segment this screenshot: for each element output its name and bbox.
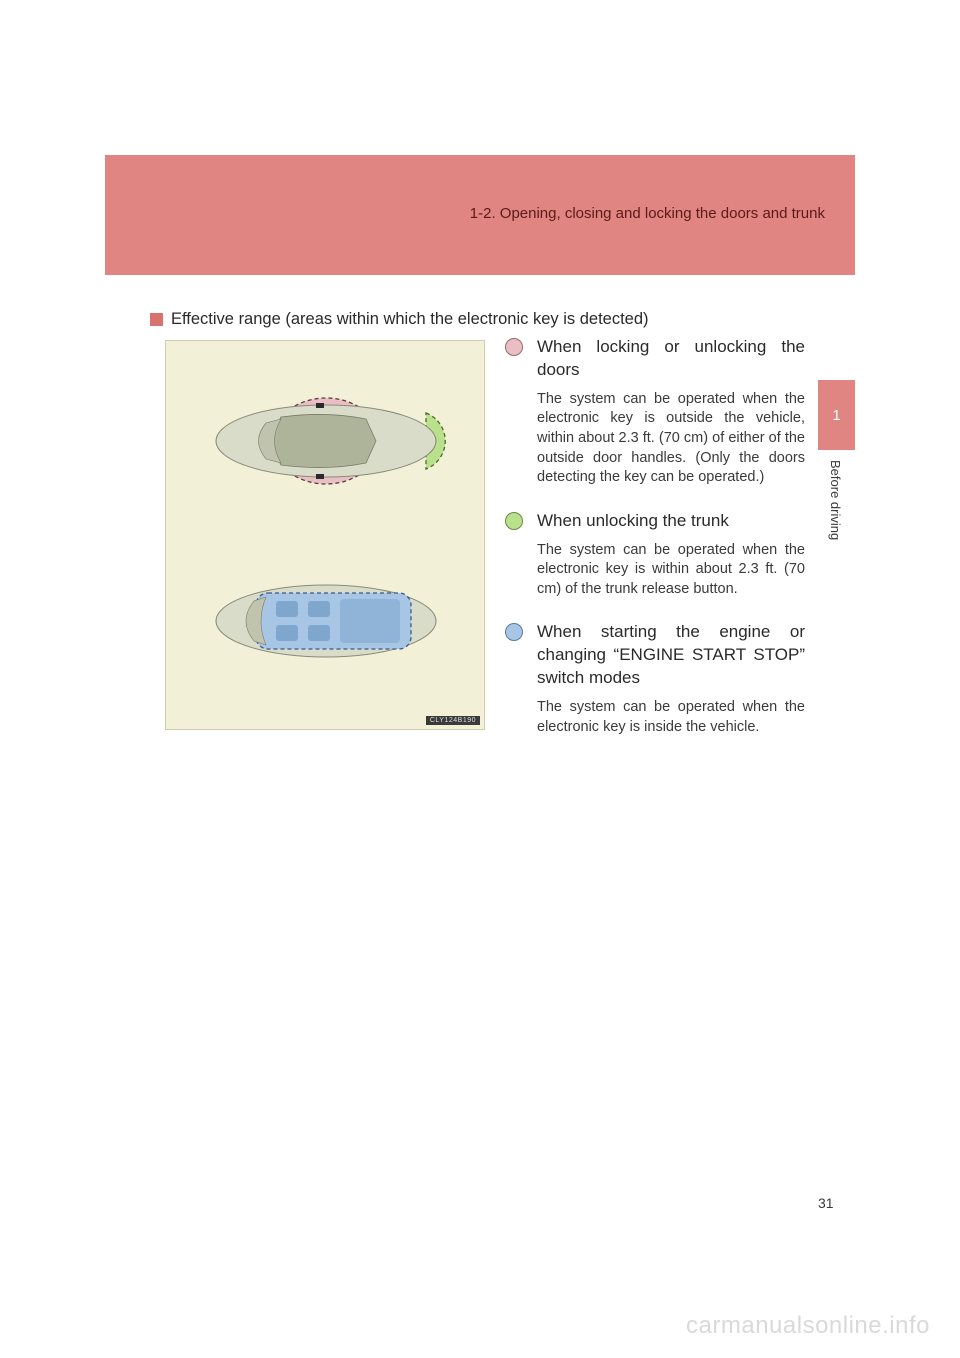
item-body: When starting the engine or changing “EN…	[537, 621, 805, 751]
seat-fl	[276, 601, 298, 617]
blue-dot-icon	[505, 623, 523, 641]
car-top-doors	[216, 398, 445, 484]
watermark: carmanualsonline.info	[0, 1312, 960, 1340]
seat-rr	[308, 625, 330, 641]
item-desc: The system can be operated when the elec…	[537, 698, 805, 737]
page-number: 31	[818, 1195, 834, 1211]
item-body: When locking or unlocking the doors The …	[537, 336, 805, 502]
green-dot-icon	[505, 512, 523, 530]
range-diagram-svg	[166, 341, 486, 731]
item-title: When locking or unlocking the doors	[537, 336, 805, 382]
sensor-top	[316, 403, 324, 408]
content-column: When locking or unlocking the doors The …	[505, 336, 805, 759]
section-title: Effective range (areas within which the …	[171, 310, 649, 329]
item-desc: The system can be operated when the elec…	[537, 390, 805, 488]
figure-code: CLY124B190	[426, 716, 480, 725]
item-desc: The system can be operated when the elec…	[537, 541, 805, 600]
item-body: When unlocking the trunk The system can …	[537, 510, 805, 614]
range-item-engine: When starting the engine or changing “EN…	[505, 621, 805, 751]
header-section-label: 1-2. Opening, closing and locking the do…	[470, 205, 825, 222]
chapter-label: Before driving	[828, 460, 843, 540]
item-title: When starting the engine or changing “EN…	[537, 621, 805, 690]
car1-glass	[274, 414, 377, 467]
car-top-interior	[216, 585, 436, 657]
seat-fr	[308, 601, 330, 617]
seat-rl	[276, 625, 298, 641]
range-item-doors: When locking or unlocking the doors The …	[505, 336, 805, 502]
sensor-bottom	[316, 474, 324, 479]
section-heading-row: Effective range (areas within which the …	[150, 310, 649, 329]
range-item-trunk: When unlocking the trunk The system can …	[505, 510, 805, 614]
figure-panel: CLY124B190	[165, 340, 485, 730]
item-title: When unlocking the trunk	[537, 510, 805, 533]
chapter-number: 1	[832, 407, 840, 424]
rear-bench	[340, 599, 400, 643]
square-bullet-icon	[150, 313, 163, 326]
chapter-tab: 1	[818, 380, 855, 450]
pink-dot-icon	[505, 338, 523, 356]
header-band: 1-2. Opening, closing and locking the do…	[105, 155, 855, 275]
